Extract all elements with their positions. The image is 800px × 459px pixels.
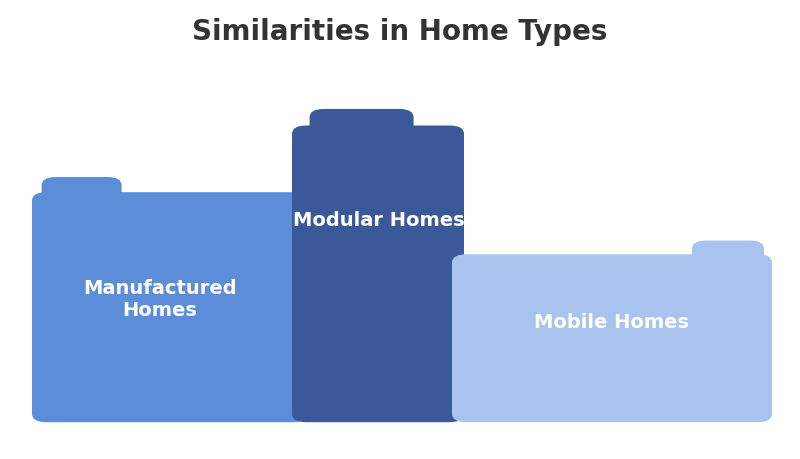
Text: Similarities in Home Types: Similarities in Home Types (192, 18, 608, 46)
FancyBboxPatch shape (452, 255, 772, 422)
FancyBboxPatch shape (32, 193, 308, 422)
FancyBboxPatch shape (292, 126, 464, 422)
FancyBboxPatch shape (310, 110, 414, 137)
Text: Manufactured
Homes: Manufactured Homes (83, 278, 237, 319)
Text: Modular Homes: Modular Homes (293, 211, 464, 230)
Text: Mobile Homes: Mobile Homes (534, 312, 690, 331)
FancyBboxPatch shape (42, 178, 122, 203)
FancyBboxPatch shape (692, 241, 764, 264)
